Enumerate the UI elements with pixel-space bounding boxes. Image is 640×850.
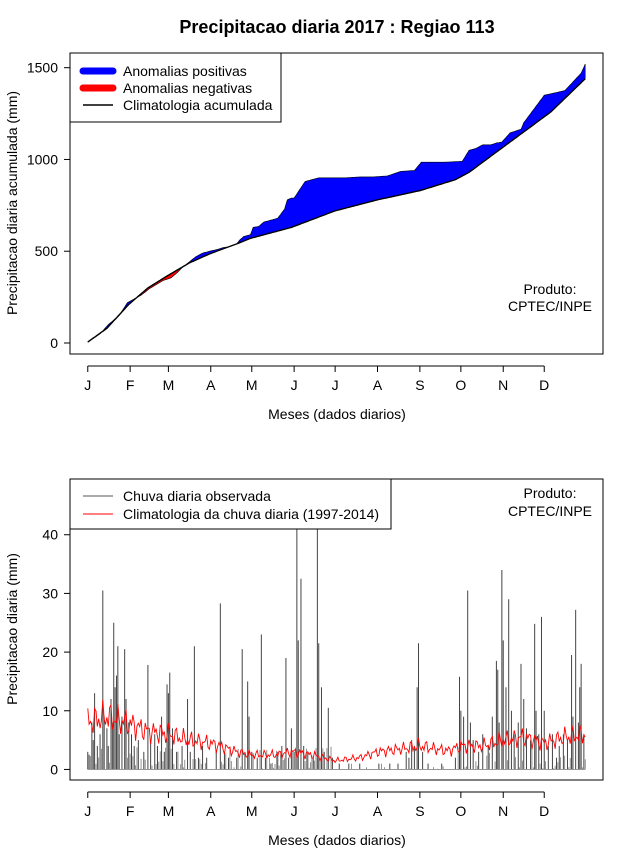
legend-label-positive: Anomalias positivas: [123, 63, 247, 79]
daily-x-tick-label: J: [84, 803, 91, 819]
cumulative-y-label: Precipitacao diaria acumulada (mm): [4, 91, 20, 315]
cumulative-x-tick-label: A: [373, 377, 383, 393]
cumulative-x-tick-label: M: [246, 377, 258, 393]
cumulative-plot-area: [87, 63, 586, 343]
daily-x-tick-label: F: [126, 803, 135, 819]
daily-x-tick-label: A: [373, 803, 383, 819]
chart-title: Precipitacao diaria 2017 : Regiao 113: [179, 17, 494, 37]
cumulative-x-tick-label: J: [84, 377, 91, 393]
legend-label-climatology: Climatologia acumulada: [123, 97, 273, 113]
daily-y-tick-label: 30: [42, 585, 58, 601]
daily-x-tick-label: J: [291, 803, 298, 819]
daily-y-tick-label: 0: [50, 761, 58, 777]
daily-legend: Chuva diaria observada Climatologia da c…: [69, 478, 392, 530]
daily-panel: 0 10 20 30 40 J F M A M J J A S O N D Meses (dados diar…: [4, 478, 604, 848]
cumulative-product-label: Produto:: [524, 281, 577, 297]
daily-climatology-line: [87, 699, 586, 764]
cumulative-y-tick-label: 500: [35, 243, 59, 259]
daily-x-tick-label: M: [163, 803, 175, 819]
legend-label-daily-climatology: Climatologia da chuva diaria (1997-2014): [123, 506, 379, 522]
cumulative-climatology-line: [87, 78, 586, 343]
daily-product-source: CPTEC/INPE: [508, 503, 592, 519]
daily-x-label: Meses (dados diarios): [268, 832, 406, 848]
cumulative-x-tick-label: J: [332, 377, 339, 393]
legend-label-negative: Anomalias negativas: [123, 80, 252, 96]
cumulative-x-tick-label: F: [126, 377, 135, 393]
cumulative-x-tick-label: J: [291, 377, 298, 393]
daily-x-tick-label: N: [498, 803, 508, 819]
daily-x-tick-label: O: [455, 803, 466, 819]
cumulative-x-tick-label: N: [498, 377, 508, 393]
cumulative-x-tick-label: M: [163, 377, 175, 393]
cumulative-x-label: Meses (dados diarios): [268, 406, 406, 422]
daily-y-label: Precipitacao diaria (mm): [4, 553, 20, 705]
cumulative-product-source: CPTEC/INPE: [508, 298, 592, 314]
daily-y-tick-label: 40: [42, 527, 58, 543]
daily-x-tick-label: J: [332, 803, 339, 819]
daily-x-tick-label: S: [415, 803, 424, 819]
daily-x-tick-label: D: [539, 803, 549, 819]
cumulative-y-tick-label: 1000: [27, 151, 58, 167]
cumulative-x-tick-label: S: [415, 377, 424, 393]
daily-legend-box: [69, 478, 392, 530]
daily-y-tick-label: 20: [42, 644, 58, 660]
legend-label-observed: Chuva diaria observada: [123, 488, 271, 504]
cumulative-x-tick-label: A: [206, 377, 216, 393]
daily-plot-area: [87, 525, 586, 770]
cumulative-y-tick-label: 1500: [27, 60, 58, 76]
cumulative-y-axis: 0 500 1000 1500: [27, 60, 71, 351]
cumulative-x-tick-label: O: [455, 377, 466, 393]
cumulative-y-tick-label: 0: [50, 335, 58, 351]
daily-x-tick-label: M: [246, 803, 258, 819]
cumulative-legend: Anomalias positivas Anomalias negativas …: [69, 52, 282, 123]
cumulative-panel: 0 500 1000 1500 J F M A M J J A S O N D Meses (dados d…: [4, 52, 604, 422]
daily-y-axis: 0 10 20 30 40: [42, 527, 71, 777]
daily-y-tick-label: 10: [42, 703, 58, 719]
daily-product-label: Produto:: [524, 485, 577, 501]
cumulative-x-tick-label: D: [539, 377, 549, 393]
daily-x-tick-label: A: [206, 803, 216, 819]
